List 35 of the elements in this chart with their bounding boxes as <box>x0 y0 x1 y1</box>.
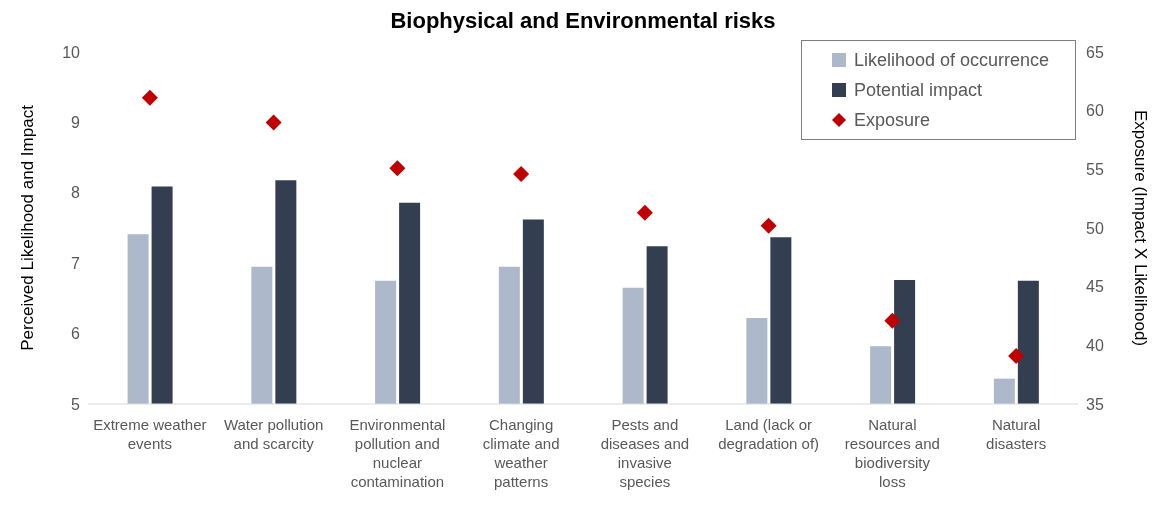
y-tick-label: 5 <box>71 395 81 413</box>
point <box>884 312 901 329</box>
y-axis-title: Perceived Likelihood and Impact <box>18 104 38 351</box>
y2-tick-label: 50 <box>1086 219 1104 237</box>
legend-label: Exposure <box>853 109 930 132</box>
y-tick-label: 6 <box>71 325 81 343</box>
y2-tick-label: 55 <box>1086 161 1104 179</box>
y2-tick-label: 40 <box>1086 337 1104 355</box>
y2-axis-title: Exposure (Impact X Likelihood) <box>1130 109 1150 347</box>
point <box>760 217 777 234</box>
x-tick-label: Land (lack or degradation of) <box>718 416 820 452</box>
point <box>265 114 282 131</box>
y-tick-label: 7 <box>71 254 81 272</box>
legend-label: Potential impact <box>853 79 982 102</box>
x-tick-label: Natural resources and biodiversity loss <box>844 416 940 490</box>
legend-label: Likelihood of occurrence <box>853 49 1049 72</box>
y2-tick-label: 35 <box>1086 395 1104 413</box>
x-tick-label: Changing climate and weather patterns <box>482 416 560 490</box>
x-tick-label: Water pollution and scarcity <box>223 416 324 452</box>
point <box>141 89 158 106</box>
x-tick-label: Natural disasters <box>986 416 1047 452</box>
x-tick-label: Environmental pollution and nuclear contamination <box>349 416 446 490</box>
x-tick-label: Pests and diseases and invasive species <box>600 416 690 490</box>
chart-title: Biophysical and Environmental risks <box>389 8 777 35</box>
y-tick-label: 9 <box>71 114 81 132</box>
point <box>636 204 653 221</box>
y2-tick-label: 65 <box>1086 43 1104 61</box>
y2-tick-label: 60 <box>1086 102 1104 120</box>
point <box>389 160 406 177</box>
x-tick-label: Extreme weather events <box>93 416 207 452</box>
y2-tick-label: 45 <box>1086 278 1104 296</box>
point <box>513 166 530 183</box>
y-tick-label: 10 <box>62 43 81 61</box>
point <box>1008 347 1025 364</box>
y-tick-label: 8 <box>71 184 81 202</box>
